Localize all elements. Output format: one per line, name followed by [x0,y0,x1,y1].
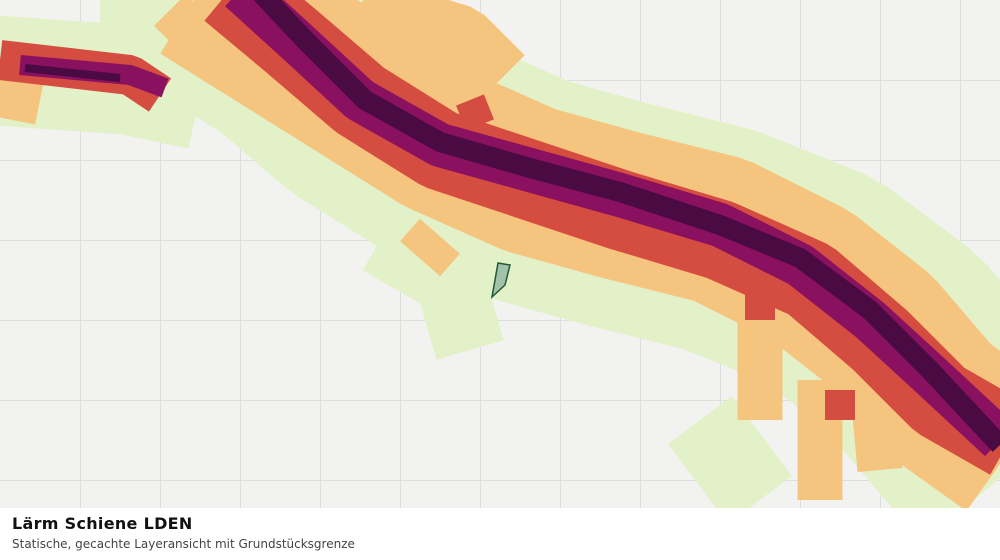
caption-panel: Lärm Schiene LDEN Statische, gecachte La… [0,508,1000,560]
noise-zone-high [456,94,494,131]
noise-zone-medium [154,0,216,56]
parcel-boundary[interactable] [490,262,511,300]
noise-zone-extreme [24,64,121,82]
noise-zone-high [745,280,855,420]
noise-zone-medium [0,66,45,125]
noise-zone-extreme [253,0,1000,452]
noise-zone-medium [400,218,460,277]
noise-zone-low [668,396,792,524]
map-title: Lärm Schiene LDEN [12,514,193,533]
noise-zone-medium [349,0,525,105]
noise-zone-low [362,209,504,360]
map-subtitle: Statische, gecachte Layeransicht mit Gru… [12,537,355,551]
